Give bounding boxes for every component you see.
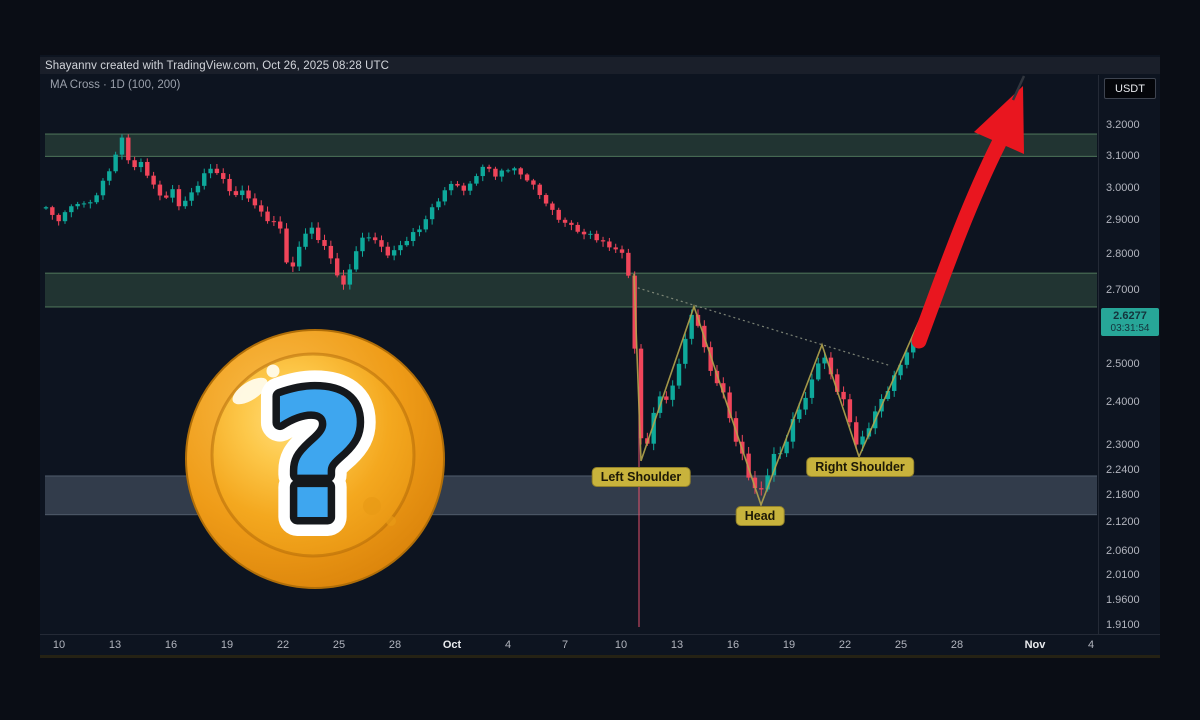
chart-panel[interactable] — [40, 55, 1160, 658]
svg-text:?: ? — [268, 357, 368, 558]
head-and-shoulders-lines — [633, 273, 929, 508]
svg-text:?: ? — [268, 357, 368, 558]
candlesticks — [43, 134, 929, 627]
currency-button[interactable]: USDT — [1104, 78, 1156, 99]
mystery-coin-graphic: ?? — [185, 329, 445, 589]
bullish-arrow — [911, 75, 1026, 349]
